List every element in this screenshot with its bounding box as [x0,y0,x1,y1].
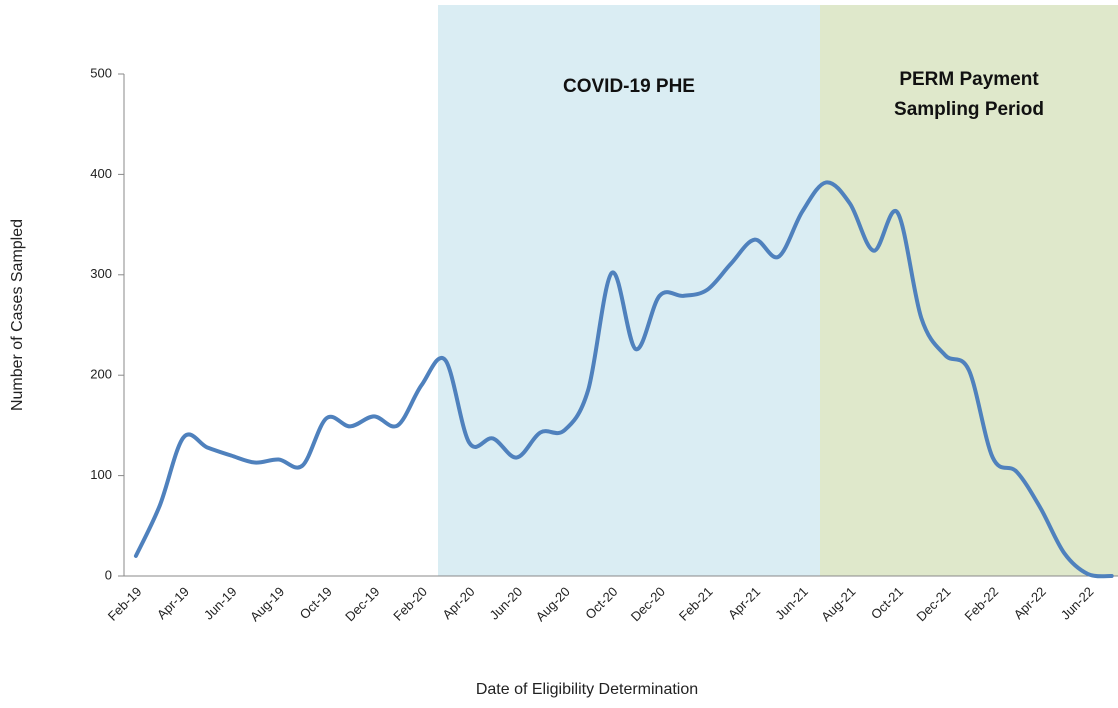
y-tick-label: 300 [90,266,112,281]
x-tick-label: Oct-19 [297,584,335,622]
y-axis-label: Number of Cases Sampled [9,219,26,411]
series-line [133,180,1114,579]
x-tick-label: Feb-19 [105,584,145,624]
covid-period-band [438,5,820,576]
x-tick-label: Dec-20 [628,584,668,624]
x-tick-label: Jun-20 [487,584,526,623]
y-tick-label: 500 [90,65,112,80]
x-tick-label: Apr-22 [1011,584,1049,622]
x-tick-label: Apr-21 [725,584,763,622]
perm-period-band [820,5,1118,576]
x-axis-label: Date of Eligibility Determination [476,681,698,698]
y-tick-label: 100 [90,467,112,482]
x-tick-label: Oct-21 [868,584,906,622]
x-tick-label: Feb-20 [390,584,430,624]
y-tick-label: 0 [105,567,112,582]
x-tick-label: Apr-20 [439,584,477,622]
x-tick-label: Oct-20 [582,584,620,622]
x-tick-label: Dec-21 [913,584,953,624]
x-tick-label: Jun-22 [1058,584,1097,623]
x-tick-label: Aug-20 [533,584,573,624]
x-tick-label: Dec-19 [342,584,382,624]
x-tick-label: Aug-21 [818,584,858,624]
annotation: COVID-19 PHE [563,76,695,97]
annotation: PERM Payment [899,69,1039,90]
y-tick-label: 200 [90,367,112,382]
x-tick-label: Jun-21 [772,584,811,623]
x-tick-label: Aug-19 [247,584,287,624]
x-tick-label: Apr-19 [154,584,192,622]
annotation: Sampling Period [894,99,1044,120]
x-tick-label: Feb-22 [962,584,1002,624]
x-tick-label: Feb-21 [676,584,716,624]
y-tick-label: 400 [90,166,112,181]
x-tick-label: Jun-19 [201,584,240,623]
